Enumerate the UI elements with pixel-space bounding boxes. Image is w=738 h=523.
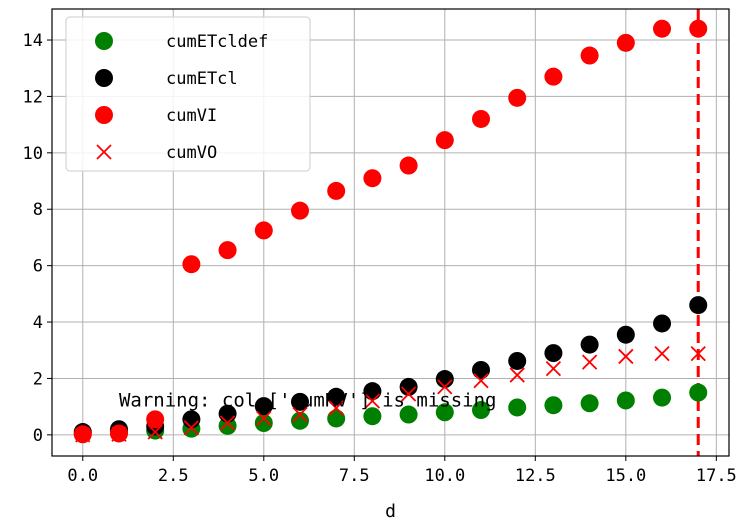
point-cumETcldef (581, 394, 599, 412)
legend-entry: cumETcl (166, 69, 238, 89)
point-cumETcl (617, 326, 635, 344)
point-cumVO (583, 355, 597, 369)
point-cumVI (653, 20, 671, 38)
point-cumETcl (508, 352, 526, 370)
x-tick-label: 10.0 (424, 466, 465, 486)
y-tick-label: 10 (23, 144, 43, 164)
point-cumVI (291, 202, 309, 220)
point-cumETcldef (653, 389, 671, 407)
point-cumVI (689, 20, 707, 38)
point-cumVI (182, 255, 200, 273)
y-tick-label: 4 (33, 313, 43, 333)
legend-marker (95, 32, 113, 50)
legend-entry: cumVO (166, 143, 217, 163)
point-cumVO (510, 368, 524, 382)
point-cumVO (546, 362, 560, 376)
point-cumETcldef (508, 398, 526, 416)
warning-annotation: Warning: col ['cumRV'] is missing (119, 390, 497, 412)
point-cumVI (363, 169, 381, 187)
legend-marker (95, 106, 113, 124)
x-tick-label: 7.5 (339, 466, 370, 486)
point-cumETcl (653, 314, 671, 332)
point-cumVI (617, 34, 635, 52)
point-cumVI (436, 131, 454, 149)
point-cumVO (655, 347, 669, 361)
y-axis-ticks: 0 2 4 6 8 10 12 14 (23, 31, 52, 446)
y-tick-label: 12 (23, 87, 43, 107)
x-tick-label: 12.5 (515, 466, 556, 486)
series-cumETcl (74, 296, 707, 441)
point-cumETcldef (617, 391, 635, 409)
legend-marker (95, 69, 113, 87)
point-cumETcl (182, 410, 200, 428)
point-cumETcldef (544, 396, 562, 414)
y-tick-label: 8 (33, 200, 43, 220)
legend: cumETcldef cumETcl cumVI cumVO (66, 17, 310, 171)
y-tick-label: 0 (33, 426, 43, 446)
y-tick-label: 6 (33, 257, 43, 277)
x-tick-label: 5.0 (248, 466, 279, 486)
point-cumVI (219, 241, 237, 259)
legend-entry: cumVI (166, 106, 217, 126)
y-tick-label: 14 (23, 31, 43, 51)
point-cumVI (472, 110, 490, 128)
x-axis-label: d (385, 501, 396, 522)
point-cumETcldef (689, 384, 707, 402)
annotation-layer: Warning: col ['cumRV'] is missing (119, 390, 497, 412)
x-tick-label: 15.0 (605, 466, 646, 486)
x-tick-label: 2.5 (158, 466, 189, 486)
point-cumVI (255, 221, 273, 239)
point-cumETcldef (255, 414, 273, 432)
point-cumETcl (544, 344, 562, 362)
point-cumETcl (472, 361, 490, 379)
point-cumVI (581, 47, 599, 65)
point-cumETcl (581, 336, 599, 354)
point-cumVI (327, 182, 345, 200)
point-cumETcl (689, 296, 707, 314)
point-cumETcldef (327, 409, 345, 427)
x-tick-label: 0.0 (67, 466, 98, 486)
point-cumETcl (436, 370, 454, 388)
x-axis-ticks: 0.0 2.5 5.0 7.5 10.0 12.5 15.0 17.5 (67, 456, 736, 486)
y-tick-label: 2 (33, 369, 43, 389)
legend-entry: cumETcldef (166, 32, 268, 52)
point-cumVI (400, 157, 418, 175)
point-cumVI (508, 89, 526, 107)
point-cumVI (544, 68, 562, 86)
x-tick-label: 17.5 (696, 466, 737, 486)
